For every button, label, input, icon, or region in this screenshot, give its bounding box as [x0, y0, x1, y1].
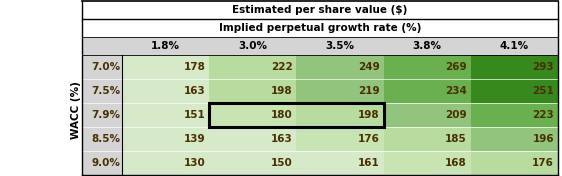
Text: 251: 251	[532, 86, 554, 96]
Text: 223: 223	[532, 110, 554, 120]
Text: 180: 180	[271, 110, 292, 120]
Bar	[82, 55, 122, 79]
Text: 198: 198	[358, 110, 379, 120]
Text: 151: 151	[183, 110, 205, 120]
Text: 293: 293	[532, 62, 554, 72]
Bar	[82, 103, 122, 127]
Text: 9.0%: 9.0%	[91, 158, 120, 168]
Text: 176: 176	[532, 158, 554, 168]
Text: 150: 150	[271, 158, 292, 168]
Text: 1.8%: 1.8%	[151, 41, 180, 51]
Text: 168: 168	[445, 158, 467, 168]
Text: 139: 139	[184, 134, 205, 144]
Text: 163: 163	[271, 134, 292, 144]
Text: 8.5%: 8.5%	[91, 134, 120, 144]
Text: 249: 249	[358, 62, 379, 72]
Text: Estimated per share value ($): Estimated per share value ($)	[232, 5, 407, 15]
Text: 178: 178	[183, 62, 205, 72]
Bar	[82, 79, 122, 103]
Text: 185: 185	[445, 134, 467, 144]
Bar	[82, 151, 122, 175]
Text: 269: 269	[445, 62, 467, 72]
Text: 198: 198	[271, 86, 292, 96]
Text: 3.8%: 3.8%	[413, 41, 442, 51]
Text: Implied perpetual growth rate (%): Implied perpetual growth rate (%)	[219, 23, 421, 33]
Text: 219: 219	[358, 86, 379, 96]
Text: 7.5%: 7.5%	[91, 86, 120, 96]
Text: 130: 130	[183, 158, 205, 168]
Text: 209: 209	[445, 110, 467, 120]
Text: 234: 234	[445, 86, 467, 96]
Text: 176: 176	[358, 134, 379, 144]
Text: 4.1%: 4.1%	[500, 41, 529, 51]
Bar	[82, 127, 122, 151]
Text: 163: 163	[183, 86, 205, 96]
Text: 222: 222	[271, 62, 292, 72]
Text: 3.0%: 3.0%	[238, 41, 268, 51]
Text: 3.5%: 3.5%	[325, 41, 355, 51]
Text: 161: 161	[358, 158, 379, 168]
Text: 7.9%: 7.9%	[91, 110, 120, 120]
Text: WACC (%): WACC (%)	[71, 81, 81, 139]
Text: 7.0%: 7.0%	[91, 62, 120, 72]
Text: 196: 196	[532, 134, 554, 144]
